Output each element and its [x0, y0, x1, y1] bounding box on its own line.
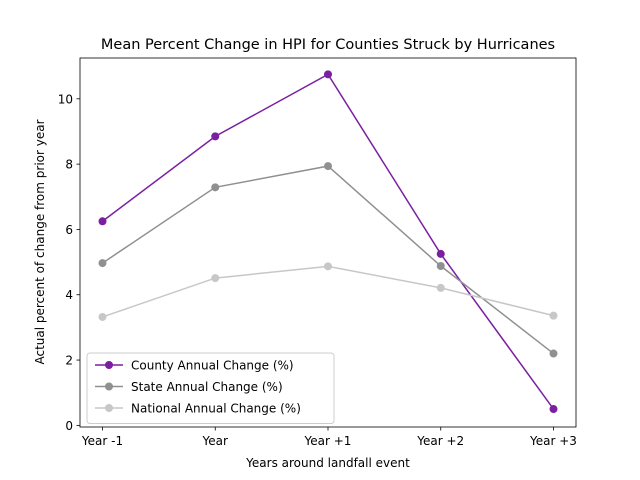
legend-label: National Annual Change (%): [131, 402, 301, 416]
x-tick-label: Year +1: [304, 434, 352, 448]
data-point: [324, 262, 332, 271]
legend-box: [86, 352, 335, 424]
data-point: [98, 217, 107, 226]
y-tick-label: 0: [65, 419, 73, 433]
data-point: [436, 283, 445, 292]
legend: County Annual Change (%) State Annual Cha…: [86, 352, 335, 424]
data-point: [436, 262, 445, 271]
chart-title: Mean Percent Change in HPI for Counties …: [101, 37, 555, 53]
legend-item: National Annual Change (%): [95, 402, 301, 416]
data-point: [549, 405, 558, 414]
legend-label: State Annual Change (%): [131, 380, 283, 394]
x-tick-label: Year +2: [416, 434, 464, 448]
y-tick-label: 6: [65, 223, 73, 237]
data-point: [211, 132, 220, 141]
legend-item: County Annual Change (%): [95, 359, 294, 373]
series-line: [102, 265, 554, 318]
data-point: [324, 70, 332, 79]
data-point: [549, 349, 558, 358]
series-line: [102, 165, 554, 355]
data-point: [98, 259, 107, 268]
data-point: [98, 312, 107, 321]
legend-label: County Annual Change (%): [131, 359, 294, 373]
x-tick-label: Year -1: [81, 434, 123, 448]
x-tick-label: Year: [202, 434, 228, 448]
data-point: [549, 311, 558, 320]
x-axis-label: Years around landfall event: [245, 456, 410, 470]
y-tick-label: 10: [58, 92, 73, 106]
y-tick-label: 2: [65, 354, 73, 368]
data-point: [324, 162, 332, 171]
y-tick-label: 8: [65, 158, 73, 172]
legend-item: State Annual Change (%): [95, 380, 283, 394]
legend-marker: [105, 382, 113, 391]
data-point: [436, 249, 445, 258]
y-axis-label: Actual percent of change from prior year: [33, 119, 47, 364]
series-1: [98, 162, 558, 358]
data-point: [211, 274, 220, 283]
series-0: [98, 70, 558, 414]
x-tick-label: Year +3: [529, 434, 577, 448]
y-tick-label: 4: [65, 288, 73, 302]
legend-marker: [105, 404, 113, 412]
legend-marker: [105, 361, 113, 369]
series-2: [98, 262, 558, 321]
data-point: [211, 183, 220, 192]
plot-area: Year -1 Year Year +1 Year +2 Year +3 0 2 4 6 8 10: [58, 57, 577, 448]
